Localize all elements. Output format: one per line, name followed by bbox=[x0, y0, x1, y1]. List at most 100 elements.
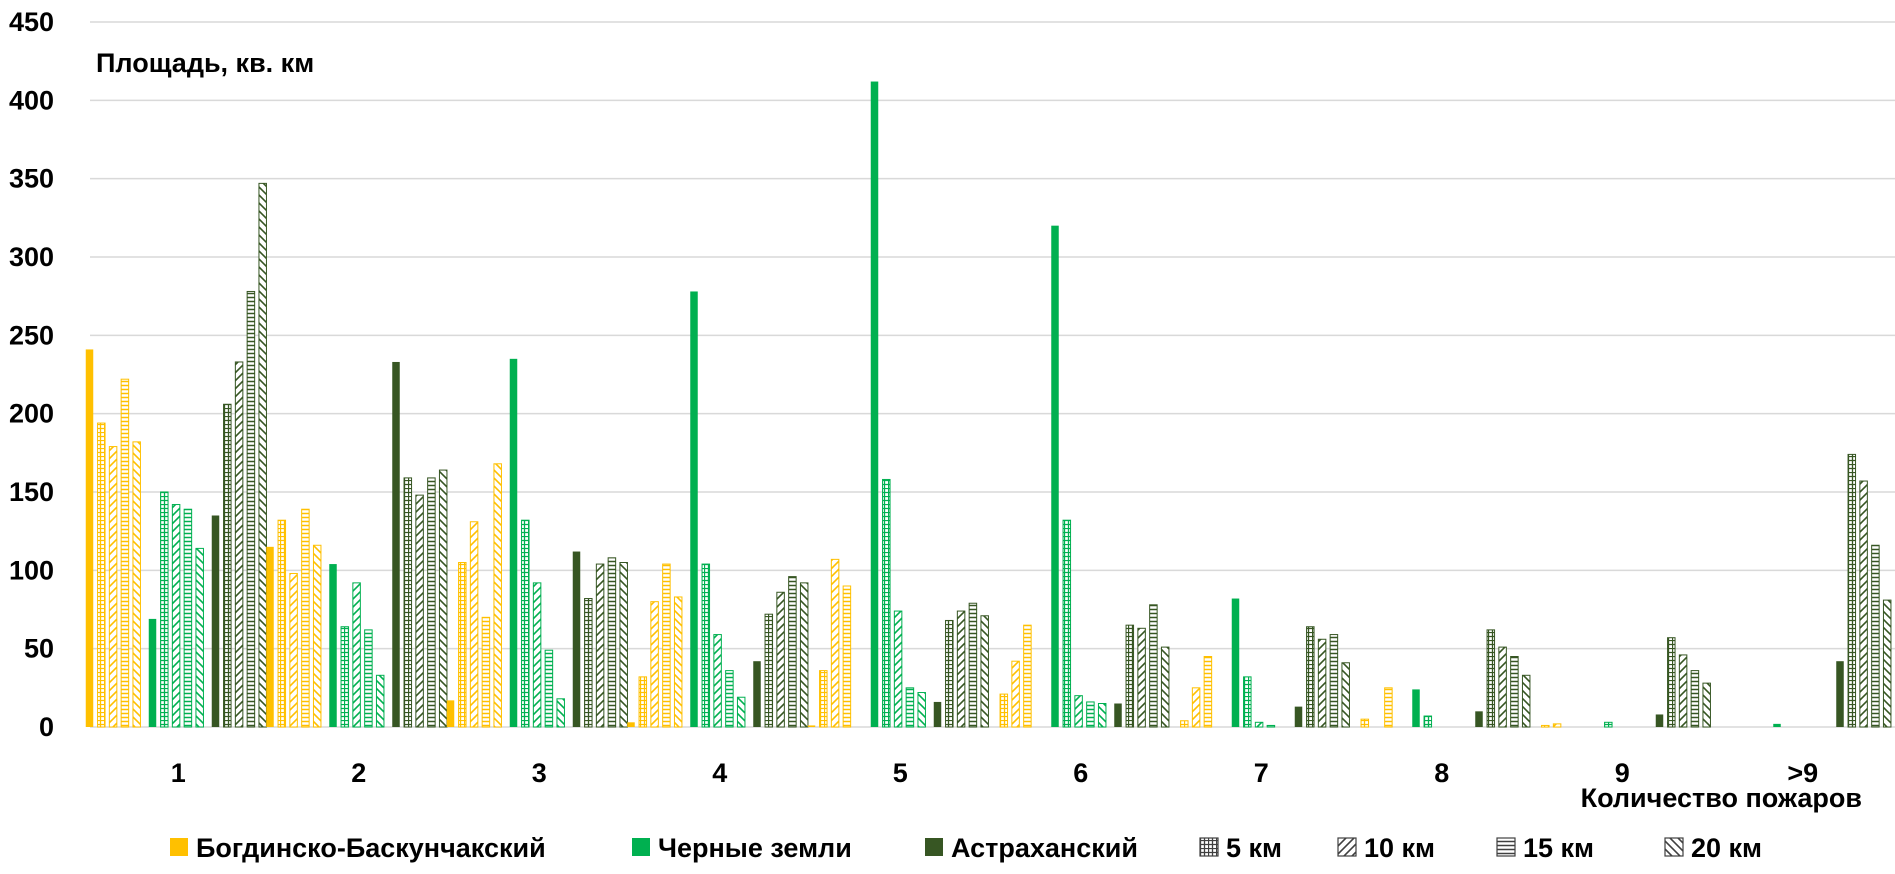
bar bbox=[1203, 656, 1213, 728]
bar bbox=[97, 422, 106, 728]
bar bbox=[1360, 718, 1370, 728]
bar bbox=[933, 701, 942, 727]
bar bbox=[638, 676, 648, 728]
bar bbox=[1231, 598, 1240, 727]
bar bbox=[1137, 627, 1146, 728]
bar bbox=[1243, 676, 1252, 728]
x-category-label: 1 bbox=[171, 758, 186, 788]
bar bbox=[607, 557, 617, 728]
bar bbox=[1097, 703, 1107, 728]
bar bbox=[446, 700, 455, 727]
bar bbox=[1486, 629, 1496, 728]
bar bbox=[627, 722, 635, 727]
bar bbox=[1062, 519, 1072, 728]
bar bbox=[1191, 687, 1201, 728]
y-tick-label: 0 bbox=[39, 712, 54, 742]
bar bbox=[1667, 637, 1676, 728]
bar bbox=[509, 358, 518, 727]
bar bbox=[1329, 634, 1339, 728]
legend-label: Богдинско-Баскунчакский bbox=[196, 833, 546, 863]
bar bbox=[807, 725, 816, 727]
legend-label: Черные земли bbox=[658, 833, 852, 863]
bar bbox=[364, 629, 373, 728]
bar bbox=[1836, 661, 1844, 727]
bar bbox=[1552, 723, 1562, 728]
bar bbox=[945, 619, 954, 728]
y-tick-label: 300 bbox=[9, 242, 54, 272]
bar bbox=[469, 521, 479, 728]
bar bbox=[481, 616, 491, 728]
legend-swatch bbox=[1337, 837, 1357, 857]
bar bbox=[340, 626, 350, 728]
bar bbox=[1882, 599, 1892, 728]
bar bbox=[776, 591, 785, 728]
bar bbox=[301, 508, 310, 728]
bar bbox=[830, 558, 840, 728]
bar bbox=[211, 515, 220, 727]
bar bbox=[277, 519, 287, 728]
bar bbox=[375, 674, 385, 728]
y-axis-title: Площадь, кв. км bbox=[96, 48, 314, 78]
bar bbox=[799, 582, 809, 728]
bar bbox=[650, 601, 659, 728]
bar bbox=[917, 692, 926, 728]
bar bbox=[458, 562, 467, 728]
bar bbox=[1086, 701, 1095, 728]
bar bbox=[427, 477, 436, 728]
bar bbox=[980, 615, 989, 728]
bar bbox=[870, 81, 879, 728]
bar bbox=[160, 491, 169, 728]
bar bbox=[1678, 654, 1688, 728]
bar bbox=[1412, 689, 1420, 727]
legend-swatch bbox=[1496, 837, 1516, 857]
legend-label: 5 км bbox=[1226, 833, 1282, 863]
bar bbox=[1317, 638, 1327, 728]
bar bbox=[493, 463, 502, 728]
bar bbox=[1180, 720, 1189, 728]
bar bbox=[532, 582, 542, 728]
bar bbox=[148, 618, 157, 727]
legend-swatch bbox=[1664, 837, 1684, 857]
bar bbox=[882, 478, 891, 728]
legend-label: Астраханский bbox=[951, 833, 1138, 863]
bar bbox=[1541, 724, 1550, 728]
bar bbox=[1051, 225, 1059, 727]
bar bbox=[673, 596, 683, 728]
bar bbox=[842, 585, 852, 728]
x-axis-title: Количество пожаров bbox=[1581, 783, 1862, 813]
bar bbox=[893, 610, 903, 728]
bar bbox=[312, 544, 322, 728]
bar bbox=[415, 494, 424, 728]
bar bbox=[1702, 682, 1711, 728]
bar bbox=[764, 613, 774, 728]
y-tick-label: 400 bbox=[9, 85, 54, 115]
bar bbox=[266, 546, 274, 727]
bar bbox=[171, 504, 181, 728]
bar bbox=[183, 508, 193, 728]
bar bbox=[968, 602, 978, 728]
bar bbox=[544, 649, 554, 728]
bar bbox=[1149, 604, 1158, 728]
bar bbox=[701, 563, 711, 728]
bar bbox=[195, 547, 204, 728]
bar bbox=[725, 670, 734, 728]
bar bbox=[1384, 687, 1393, 728]
bar bbox=[1510, 656, 1519, 728]
x-category-label: 5 bbox=[893, 758, 908, 788]
bar bbox=[1604, 721, 1613, 728]
y-tick-labels: 0 50 100 150 200 250 300 350 400 450 bbox=[9, 7, 54, 742]
bar bbox=[329, 564, 337, 727]
legend-label: 15 км bbox=[1523, 833, 1594, 863]
bar bbox=[1023, 624, 1032, 728]
bar bbox=[1773, 723, 1781, 727]
bar bbox=[690, 291, 698, 727]
bar bbox=[132, 441, 141, 728]
bar bbox=[1254, 721, 1264, 728]
bar bbox=[438, 469, 448, 728]
bar bbox=[1423, 715, 1433, 728]
bar bbox=[403, 477, 413, 728]
bar bbox=[1306, 626, 1315, 728]
legend-swatch bbox=[632, 838, 650, 856]
bar bbox=[572, 551, 581, 727]
